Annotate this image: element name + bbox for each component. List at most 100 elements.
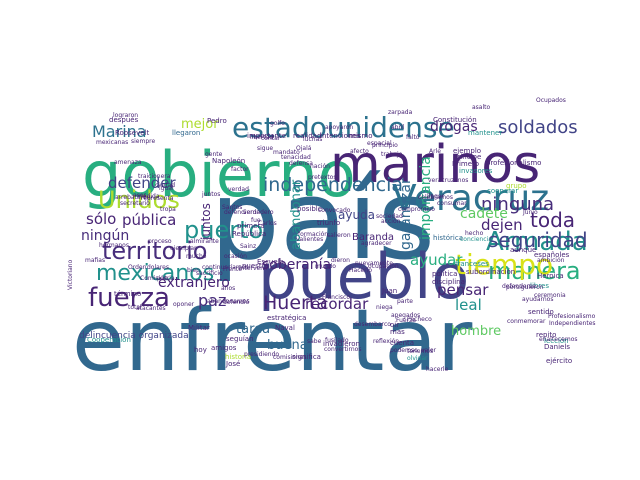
word-8: manera bbox=[488, 257, 581, 285]
word-13: Unidos bbox=[98, 186, 180, 214]
word-0: país bbox=[210, 156, 435, 284]
word-4: pueblo bbox=[258, 240, 469, 313]
word-104: estratégica bbox=[267, 314, 306, 322]
word-151: defensa bbox=[289, 160, 313, 167]
word-204: veracruzanos bbox=[428, 177, 468, 184]
word-30: leal bbox=[455, 296, 482, 314]
word-85: mas bbox=[390, 328, 405, 336]
word-137: Frente bbox=[223, 266, 242, 273]
word-197: ayudarnos bbox=[522, 296, 553, 303]
word-51: Primero bbox=[452, 160, 479, 168]
word-185: Pacheco bbox=[407, 316, 432, 323]
word-92: después bbox=[109, 116, 139, 124]
word-196: ambición bbox=[537, 257, 565, 264]
word-81: cuenta bbox=[390, 339, 414, 347]
word-41: juntos bbox=[199, 203, 213, 241]
word-158: Ojalá bbox=[296, 145, 312, 152]
word-139: faltó bbox=[406, 134, 420, 141]
word-15: independencia bbox=[263, 174, 403, 196]
word-71: disciplina bbox=[432, 278, 465, 286]
word-162: medida bbox=[137, 193, 160, 200]
word-129: sabe bbox=[307, 338, 322, 345]
word-212: presidiendo bbox=[244, 351, 279, 358]
word-115: defendió bbox=[223, 299, 250, 306]
word-97: significa bbox=[292, 353, 321, 361]
word-207: enaltecemos bbox=[539, 336, 578, 343]
word-75: españoles bbox=[534, 251, 570, 259]
word-86: Victoriano bbox=[67, 259, 74, 290]
word-60: Constitución bbox=[433, 116, 477, 124]
word-163: lograron bbox=[113, 112, 138, 119]
word-72: subordinación bbox=[466, 268, 515, 276]
word-87: Napoleón bbox=[212, 157, 245, 165]
word-117: proceso bbox=[148, 238, 172, 245]
word-107: seguían bbox=[226, 335, 254, 343]
word-33: dejen bbox=[481, 216, 523, 234]
word-114: dieron bbox=[331, 257, 350, 264]
word-101: olvidar bbox=[407, 355, 428, 362]
word-152: espacial bbox=[367, 140, 392, 147]
word-55: Naval bbox=[275, 324, 295, 332]
word-93: primera bbox=[237, 222, 265, 230]
word-142: patria bbox=[157, 275, 175, 282]
word-99: cooperar bbox=[487, 187, 518, 195]
word-171: juntos bbox=[201, 191, 220, 198]
word-67: ejército bbox=[546, 357, 572, 365]
word-50: profesionalismo bbox=[486, 159, 541, 167]
word-215: nuevamente bbox=[355, 260, 393, 267]
word-94: República bbox=[232, 230, 266, 238]
word-173: bien bbox=[187, 267, 200, 274]
word-175: compromiso bbox=[398, 206, 435, 213]
word-198: Independientes bbox=[549, 320, 596, 327]
word-133: secretario bbox=[120, 200, 150, 207]
word-174: ocasión bbox=[224, 253, 247, 260]
word-203: abril bbox=[391, 124, 405, 131]
word-90: realidad bbox=[293, 132, 321, 140]
word-65: lección bbox=[544, 337, 569, 345]
word-205: hecho bbox=[465, 230, 484, 237]
word-12: mexicanos bbox=[96, 261, 214, 286]
word-121: comisiones bbox=[273, 354, 307, 361]
word-32: ayudar bbox=[410, 251, 463, 269]
word-11: territorio bbox=[102, 237, 207, 265]
word-148: continuaríamos bbox=[202, 264, 249, 271]
word-199: Profesionalismo bbox=[548, 313, 596, 320]
word-29: recordar bbox=[305, 295, 369, 313]
word-144: años bbox=[221, 285, 235, 292]
word-26: ningún bbox=[81, 228, 129, 244]
word-54: llegaron bbox=[172, 129, 200, 137]
word-161: siempre bbox=[131, 138, 155, 145]
word-193: asalto bbox=[472, 104, 490, 111]
word-5: Veracruz bbox=[392, 178, 549, 219]
word-120: total bbox=[128, 304, 142, 311]
word-39: drogas bbox=[430, 119, 478, 135]
word-45: Baranda bbox=[352, 232, 394, 243]
word-145: Orden bbox=[128, 264, 147, 271]
word-110: contar bbox=[261, 135, 281, 142]
word-70: política bbox=[432, 270, 457, 278]
word-88: Roosevelt bbox=[115, 129, 149, 137]
word-37: abandonar bbox=[289, 179, 304, 250]
word-187: agradecer bbox=[361, 240, 392, 247]
word-105: amigos bbox=[211, 344, 237, 352]
word-141: apoyaron bbox=[325, 124, 353, 131]
word-125: dolares bbox=[147, 264, 169, 271]
word-27: extranjero bbox=[158, 275, 230, 291]
word-188: sociedad bbox=[376, 213, 403, 220]
word-28: soberanía bbox=[262, 257, 331, 273]
word-149: ciudad bbox=[155, 182, 175, 189]
word-35: garantizar bbox=[398, 178, 414, 250]
word-182: Francisco bbox=[322, 294, 350, 301]
word-42: tarea bbox=[236, 322, 270, 337]
word-3: marinos bbox=[330, 135, 540, 195]
word-157: igual bbox=[159, 185, 174, 192]
word-10: fuerza bbox=[88, 283, 170, 313]
word-7: Armada bbox=[486, 227, 588, 257]
word-202: desembarco bbox=[354, 321, 391, 328]
word-1: enfrentar bbox=[72, 291, 473, 391]
word-130: atacantes bbox=[136, 305, 166, 312]
word-109: sentido bbox=[528, 308, 554, 316]
word-191: trabajo bbox=[381, 151, 403, 158]
word-209: esos bbox=[133, 192, 147, 199]
word-156: gente bbox=[205, 151, 223, 158]
